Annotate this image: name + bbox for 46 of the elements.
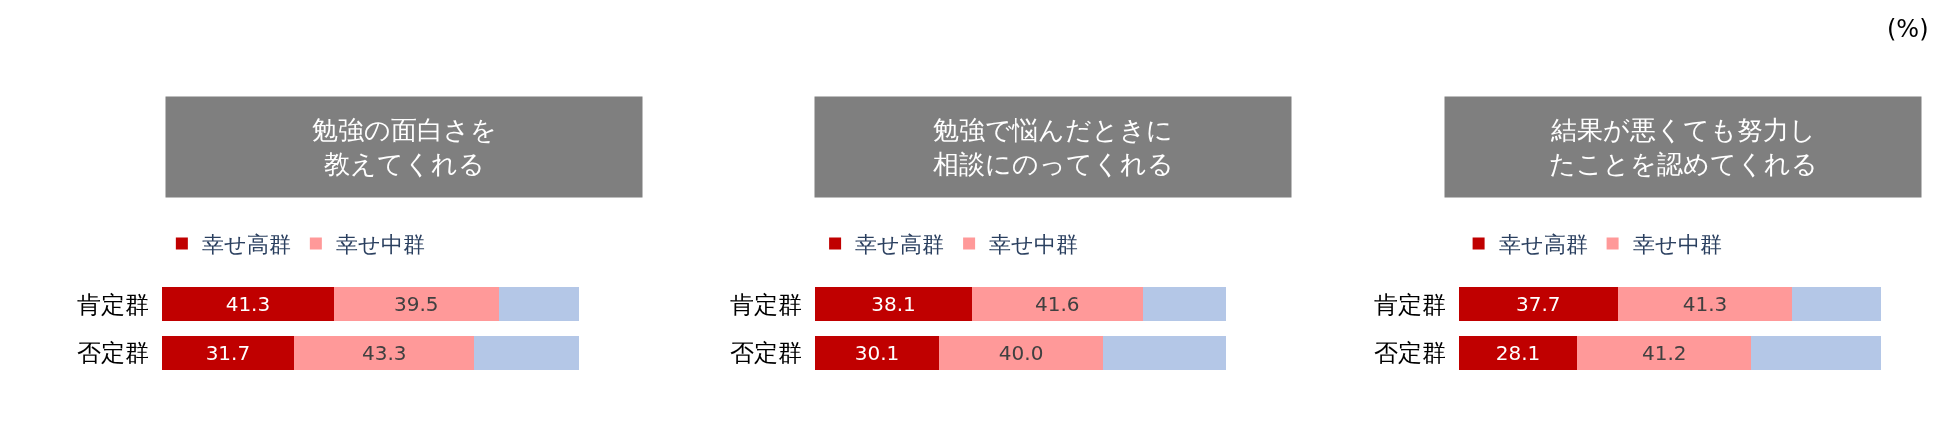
data-label: 28.1: [1495, 340, 1541, 365]
bar: [1142, 287, 1227, 322]
bar: [815, 287, 972, 322]
y-tick-label: 肯定群: [1373, 290, 1446, 319]
legend-label: 幸せ中群: [335, 232, 425, 258]
data-label: 41.2: [1642, 340, 1687, 365]
bar: [333, 287, 499, 322]
data-label: 39.5: [394, 292, 439, 317]
bar: [161, 287, 334, 322]
y-tick-label: 肯定群: [76, 290, 149, 319]
chart-title: 結果が悪くても努力したことを認めてくれる: [1548, 115, 1818, 179]
chart-title: 勉強の面白さを教えてくれる: [311, 115, 497, 179]
legend-label: 幸せ高群: [1498, 232, 1588, 258]
legend-label: 幸せ高群: [201, 232, 291, 258]
bar: [293, 335, 475, 370]
data-label: 31.7: [205, 340, 251, 365]
data-label: 41.3: [1682, 292, 1728, 317]
data-label: 40.0: [998, 340, 1044, 365]
bar: [1458, 335, 1578, 370]
bar: [1577, 335, 1752, 370]
y-tick-label: 否定群: [730, 339, 803, 368]
legend-label: 幸せ中群: [1632, 232, 1722, 258]
data-label: 41.6: [1035, 292, 1080, 317]
y-tick-label: 肯定群: [730, 290, 803, 319]
data-label: 30.1: [854, 340, 900, 365]
legend-label: 幸せ中群: [989, 232, 1079, 258]
text: (%): [1887, 15, 1929, 43]
bar: [161, 335, 294, 370]
bar: [815, 335, 939, 370]
bar: [498, 287, 579, 322]
bar: [474, 335, 579, 370]
bar: [1751, 335, 1881, 370]
bar: [1617, 287, 1793, 322]
y-tick-label: 否定群: [76, 339, 149, 368]
data-label: 41.3: [225, 292, 271, 317]
data-label: 38.1: [871, 292, 916, 317]
bar: [1792, 287, 1881, 322]
data-label: 37.7: [1515, 292, 1561, 317]
bar: [938, 335, 1104, 370]
bar: [971, 287, 1143, 322]
data-label: 43.3: [361, 340, 407, 365]
legend-label: 幸せ高群: [855, 232, 945, 258]
y-tick-label: 否定群: [1373, 339, 1446, 368]
bar: [1103, 335, 1227, 370]
bar: [1458, 287, 1618, 322]
chart-title: 勉強で悩んだときに相談にのってくれる: [932, 115, 1174, 179]
